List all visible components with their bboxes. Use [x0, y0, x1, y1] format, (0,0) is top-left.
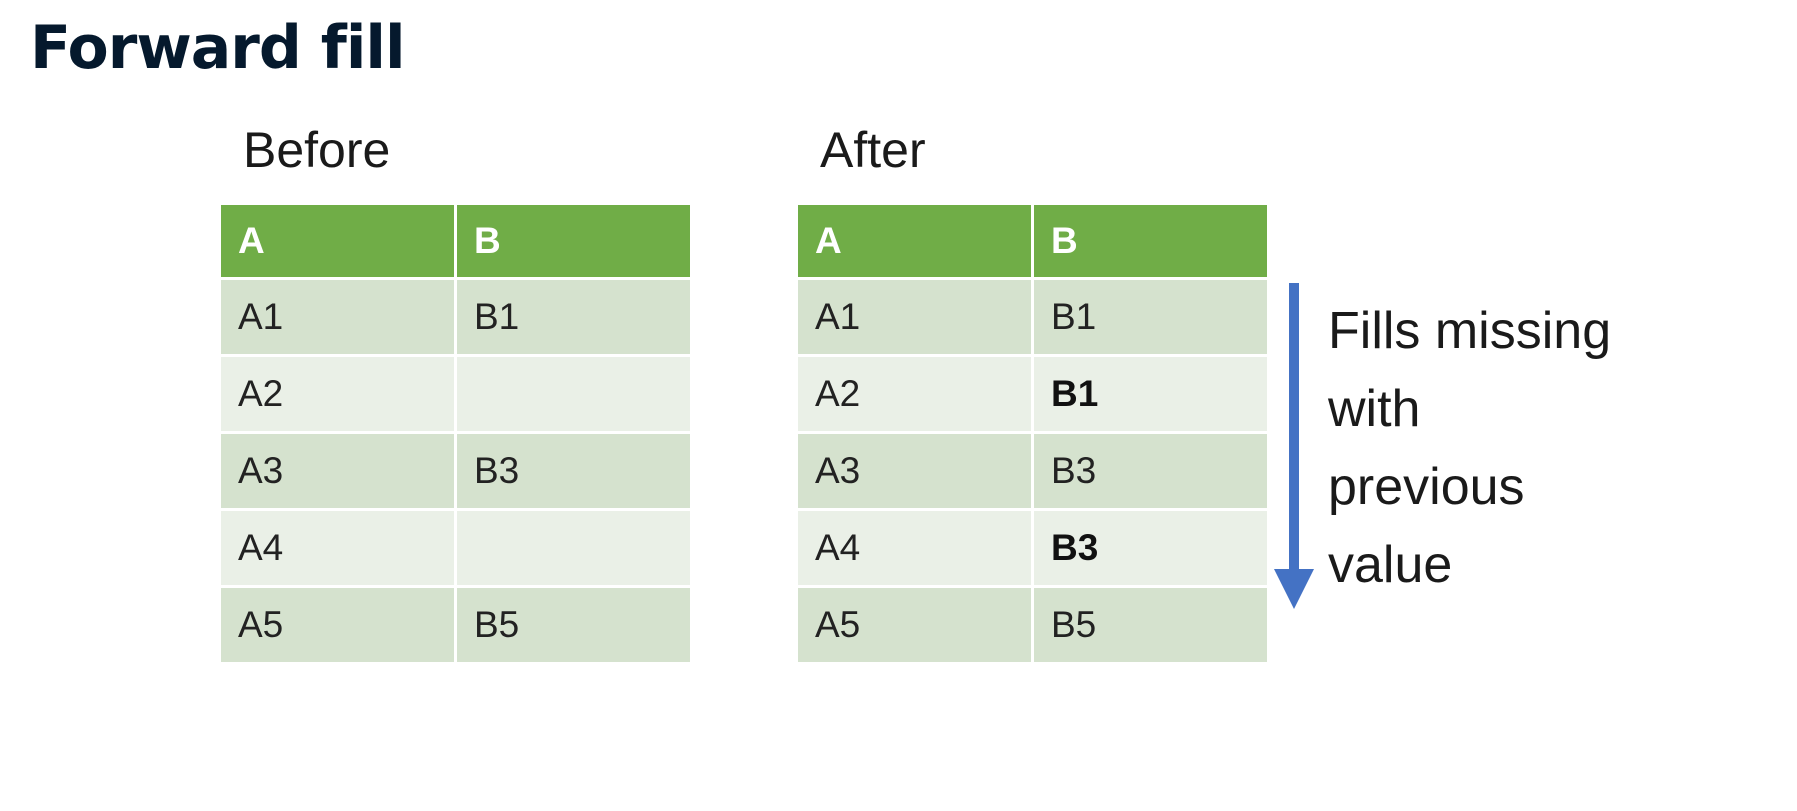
table-row: A1 B1: [221, 280, 690, 354]
table-cell: A2: [221, 357, 454, 431]
table-cell: B5: [457, 588, 690, 662]
table-cell-empty: [457, 511, 690, 585]
table-cell-filled: B1: [1034, 357, 1267, 431]
column-header-a: A: [221, 205, 454, 277]
table-row: A2: [221, 357, 690, 431]
table-cell: A4: [798, 511, 1031, 585]
table-cell: A5: [221, 588, 454, 662]
column-header-b: B: [1034, 205, 1267, 277]
before-table: A B A1 B1 A2 A3 B3 A4 A5 B5: [218, 202, 693, 665]
after-table: A B A1 B1 A2 B1 A3 B3 A4 B3 A5 B: [795, 202, 1270, 665]
table-row: A4 B3: [798, 511, 1267, 585]
column-header-a: A: [798, 205, 1031, 277]
table-row: A3 B3: [798, 434, 1267, 508]
table-cell: B1: [457, 280, 690, 354]
table-header-row: A B: [798, 205, 1267, 277]
table-cell: A4: [221, 511, 454, 585]
note-line: value: [1328, 536, 1453, 594]
table-cell-empty: [457, 357, 690, 431]
table-cell: A1: [221, 280, 454, 354]
note-line: previous: [1328, 458, 1525, 516]
table-row: A3 B3: [221, 434, 690, 508]
table-row: A5 B5: [798, 588, 1267, 662]
table-row: A5 B5: [221, 588, 690, 662]
table-cell: B3: [1034, 434, 1267, 508]
fill-direction-note: Fills missing with previous value: [1328, 292, 1728, 604]
before-table-block: Before A B A1 B1 A2 A3 B3 A4: [221, 118, 693, 665]
table-cell: A3: [221, 434, 454, 508]
table-cell: B5: [1034, 588, 1267, 662]
table-cell: A5: [798, 588, 1031, 662]
table-cell: A1: [798, 280, 1031, 354]
table-cell: A2: [798, 357, 1031, 431]
column-header-b: B: [457, 205, 690, 277]
table-row: A2 B1: [798, 357, 1267, 431]
table-cell: B3: [457, 434, 690, 508]
before-caption: Before: [243, 122, 391, 178]
after-table-block: After A B A1 B1 A2 B1 A3 B3 A4 B3: [798, 118, 1270, 665]
table-cell: A3: [798, 434, 1031, 508]
table-row: A1 B1: [798, 280, 1267, 354]
arrow-down-icon: [1274, 283, 1314, 609]
page-title: Forward fill: [30, 13, 406, 83]
table-header-row: A B: [221, 205, 690, 277]
table-row: A4: [221, 511, 690, 585]
after-caption: After: [820, 122, 926, 178]
table-cell: B1: [1034, 280, 1267, 354]
table-cell-filled: B3: [1034, 511, 1267, 585]
note-line: with: [1328, 380, 1421, 438]
note-line: Fills missing: [1328, 302, 1612, 360]
